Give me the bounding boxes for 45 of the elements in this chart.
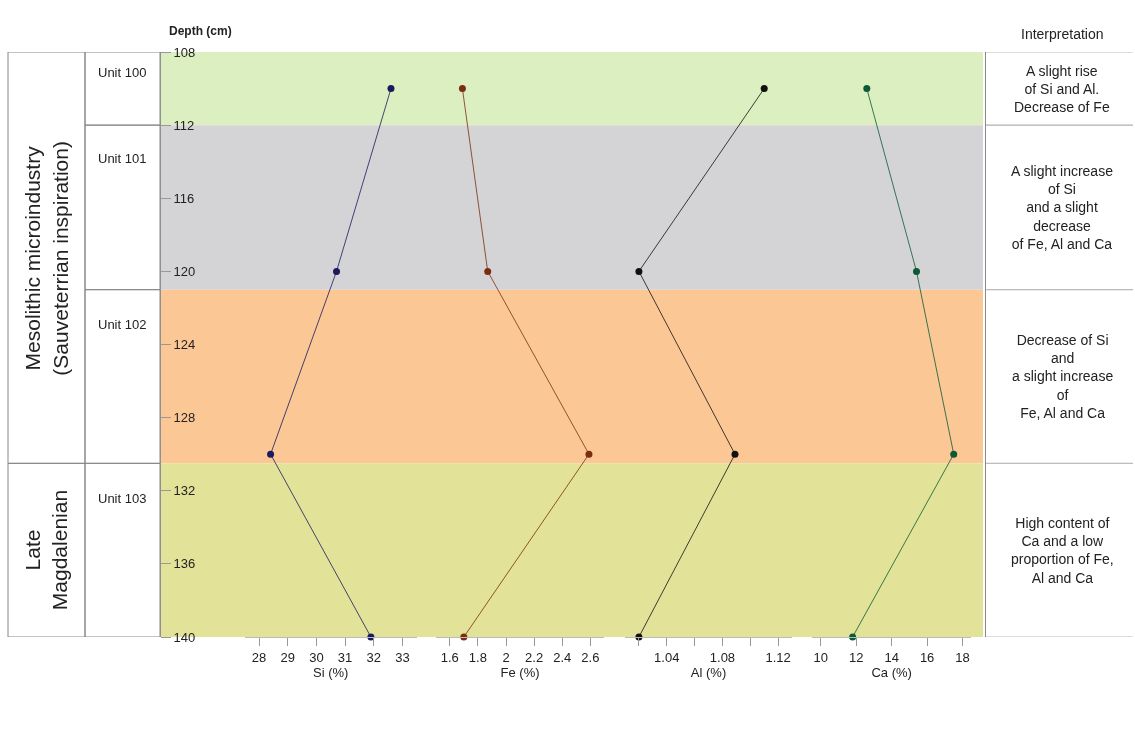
x-axis-title: Ca (%) — [871, 664, 912, 680]
x-tick-label: 2.2 — [525, 649, 544, 665]
x-tick-label: 18 — [955, 649, 970, 665]
x-tick-label: 14 — [884, 649, 899, 665]
x-tick-label: 16 — [919, 649, 935, 665]
band-label: Unit 101 — [98, 151, 147, 166]
x-tick-label: 2.4 — [553, 649, 572, 665]
x-axis-title: Al (%) — [690, 664, 727, 680]
x-tick-label: 31 — [337, 649, 353, 665]
x-tick-label: 32 — [366, 649, 382, 665]
band-label: Unit 100 — [98, 65, 147, 80]
x-axis-title: Si (%) — [313, 664, 349, 680]
band-label: Unit 102 — [98, 317, 147, 332]
y-tick-label: 140 — [173, 629, 196, 645]
x-tick-label: 10 — [813, 649, 828, 665]
y-tick-label: 128 — [173, 410, 196, 426]
x-tick-label: 12 — [848, 649, 864, 665]
x-tick-label: 33 — [395, 649, 410, 665]
y-tick-label: 136 — [173, 556, 196, 572]
text: A slight increase of Si and a slight decrease of Fe, Al and Ca — [1011, 163, 1114, 252]
text: Late Magdalenian — [20, 489, 72, 611]
x-tick-label: 1.08 — [709, 649, 736, 665]
text: Mesolithic microindustry (Sauveterrian inspiration) — [21, 141, 72, 376]
x-tick-label: 2.6 — [581, 649, 600, 665]
y-tick-label: 132 — [173, 483, 196, 499]
x-tick-label: 1.04 — [654, 649, 680, 665]
text: Interpretation — [1021, 26, 1104, 42]
text: Decrease of Si and a slight increase of Fe, Al and Ca — [1012, 332, 1114, 421]
y-axis-title: Depth (cm) — [169, 24, 232, 38]
y-tick-label: 116 — [173, 190, 195, 206]
text: High content of Ca and a low proportion of Fe, Al and Ca — [1011, 515, 1114, 586]
x-tick-label: 1.12 — [765, 649, 791, 665]
y-tick-label: 112 — [173, 117, 195, 133]
text: A slight rise of Si and Al. Decrease of Fe — [1014, 63, 1110, 116]
y-tick-label: 124 — [173, 337, 196, 353]
y-tick-label: 108 — [173, 44, 196, 60]
y-tick-label: 120 — [173, 263, 196, 279]
x-tick-label: 29 — [280, 649, 295, 665]
x-tick-label: 2 — [502, 649, 510, 665]
band-label: Unit 103 — [98, 491, 147, 506]
x-tick-label: 28 — [251, 649, 267, 665]
x-tick-label: 1.8 — [468, 649, 487, 665]
x-axis-title: Fe (%) — [500, 664, 540, 680]
x-tick-label: 1.6 — [440, 649, 459, 665]
x-tick-label: 30 — [309, 649, 324, 665]
